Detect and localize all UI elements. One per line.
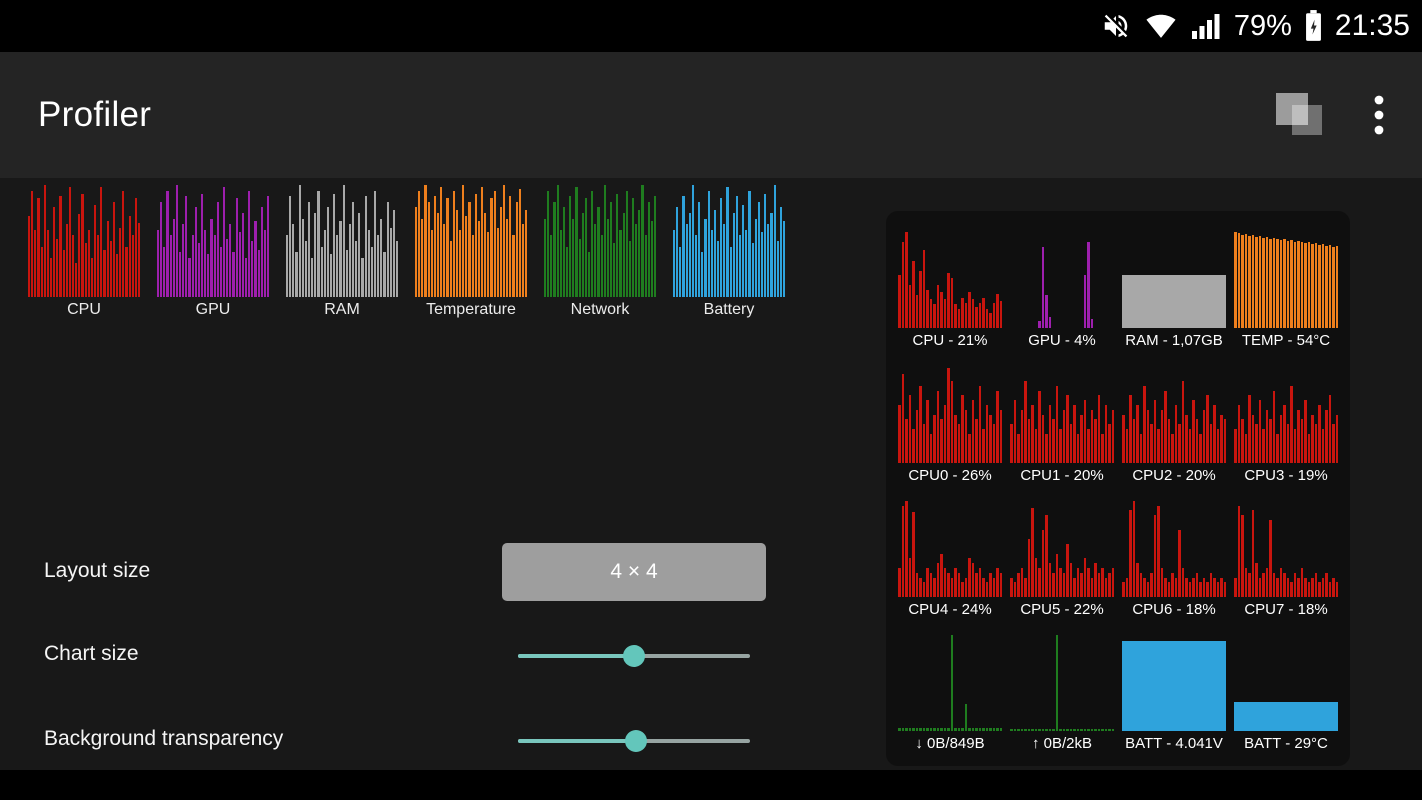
content: CPU GPU RAM Temperature Network Battery Layou… <box>0 178 1422 800</box>
chart-type-temperature[interactable]: Temperature <box>415 185 528 319</box>
preview-cell-chart <box>898 367 1002 463</box>
chart-type-battery[interactable]: Battery <box>673 185 786 319</box>
preview-cell: BATT - 4.041V <box>1122 628 1226 752</box>
battery-percent: 79% <box>1233 9 1292 42</box>
page-title: Profiler <box>38 95 152 134</box>
preview-cell-label: CPU4 - 24% <box>908 600 992 618</box>
chart-size-slider[interactable] <box>518 644 750 668</box>
preview-cell-label: RAM - 1,07GB <box>1125 332 1223 350</box>
background-transparency-label: Background transparency <box>44 727 284 750</box>
slider-thumb[interactable] <box>625 730 648 752</box>
preview-cell-chart <box>1122 500 1226 597</box>
battery-charging-icon <box>1305 10 1321 41</box>
preview-cell-chart <box>1234 635 1338 731</box>
chart-type-label: CPU <box>67 301 101 318</box>
preview-cell-label: CPU3 - 19% <box>1244 466 1328 484</box>
layout-size-label: Layout size <box>44 559 151 582</box>
layout-size-button[interactable]: 4 × 4 <box>502 543 766 601</box>
widget-preview-card: CPU - 21% GPU - 4% RAM - 1,07GB TEMP - 54°C… <box>886 211 1350 766</box>
preview-cell-chart <box>898 635 1002 731</box>
preview-cell-chart <box>1122 367 1226 463</box>
chart-type-thumbnail <box>415 185 528 297</box>
overlay-windows-button[interactable] <box>1270 89 1328 141</box>
preview-cell: GPU - 4% <box>1010 225 1114 349</box>
preview-cell-chart <box>1010 232 1114 329</box>
preview-cell: CPU1 - 20% <box>1010 359 1114 484</box>
chart-type-network[interactable]: Network <box>544 185 657 319</box>
chart-type-label: RAM <box>324 301 360 318</box>
preview-cell: CPU7 - 18% <box>1234 494 1338 618</box>
preview-cell: CPU5 - 22% <box>1010 494 1114 618</box>
preview-cell-label: CPU0 - 26% <box>908 466 992 484</box>
overlay-windows-icon <box>1276 93 1322 135</box>
chart-type-thumbnail <box>673 185 786 297</box>
preview-cell-label: CPU5 - 22% <box>1020 600 1104 618</box>
slider-track-active <box>518 654 634 658</box>
preview-cell-chart <box>1010 635 1114 731</box>
slider-thumb[interactable] <box>623 645 645 667</box>
preview-cell: CPU6 - 18% <box>1122 494 1226 618</box>
chart-type-thumbnail <box>157 185 270 297</box>
preview-cell-label: TEMP - 54°C <box>1241 332 1331 350</box>
preview-cell-label: BATT - 4.041V <box>1125 735 1223 752</box>
cell-signal-icon <box>1191 14 1220 39</box>
preview-cell-label: CPU6 - 18% <box>1132 600 1216 618</box>
preview-cell-label: ↑ 0B/2kB <box>1031 735 1093 752</box>
chart-type-label: Network <box>570 301 630 318</box>
preview-cell: BATT - 29°C <box>1234 628 1338 752</box>
app-bar: Profiler <box>0 52 1422 178</box>
preview-cell: CPU - 21% <box>898 225 1002 349</box>
chart-type-gpu[interactable]: GPU <box>157 185 270 319</box>
slider-track-active <box>518 739 637 743</box>
chart-type-thumbnail <box>286 185 399 297</box>
preview-cell-chart <box>1010 501 1114 597</box>
clock: 21:35 <box>1334 9 1410 42</box>
widget-preview-grid: CPU - 21% GPU - 4% RAM - 1,07GB TEMP - 54°C… <box>898 225 1338 752</box>
chart-type-list: CPU GPU RAM Temperature Network Battery <box>28 185 786 319</box>
preview-cell-label: CPU7 - 18% <box>1244 600 1328 618</box>
chart-type-thumbnail <box>544 185 657 297</box>
preview-cell-chart <box>1010 367 1114 463</box>
more-vert-icon <box>1374 95 1384 135</box>
chart-type-thumbnail <box>28 185 141 297</box>
preview-cell-chart <box>1234 501 1338 597</box>
chart-type-ram[interactable]: RAM <box>286 185 399 319</box>
preview-cell: TEMP - 54°C <box>1234 225 1338 349</box>
preview-cell-chart <box>898 500 1002 597</box>
status-bar: 79% 21:35 <box>0 0 1422 52</box>
chart-type-label: GPU <box>195 301 231 318</box>
preview-cell: CPU0 - 26% <box>898 359 1002 484</box>
preview-cell: CPU2 - 20% <box>1122 359 1226 484</box>
preview-cell-chart <box>1122 232 1226 329</box>
preview-cell-chart <box>1234 232 1338 329</box>
preview-cell-label: GPU - 4% <box>1028 332 1096 350</box>
background-transparency-slider[interactable] <box>518 729 750 753</box>
preview-cell-chart <box>1122 635 1226 731</box>
navigation-bar <box>0 770 1422 800</box>
overflow-menu-button[interactable] <box>1374 95 1384 135</box>
volume-muted-icon <box>1104 14 1128 38</box>
preview-cell-label: ↓ 0B/849B <box>915 735 985 752</box>
chart-type-label: Temperature <box>426 301 516 318</box>
preview-cell: ↓ 0B/849B <box>898 628 1002 752</box>
preview-cell-chart <box>898 232 1002 329</box>
preview-cell-label: CPU1 - 20% <box>1020 466 1104 484</box>
preview-cell: ↑ 0B/2kB <box>1010 628 1114 752</box>
preview-cell: RAM - 1,07GB <box>1122 225 1226 349</box>
preview-cell: CPU4 - 24% <box>898 494 1002 618</box>
preview-cell-label: CPU - 21% <box>912 332 988 350</box>
preview-cell: CPU3 - 19% <box>1234 359 1338 484</box>
chart-type-cpu[interactable]: CPU <box>28 185 141 319</box>
wifi-icon <box>1146 14 1176 38</box>
preview-cell-label: CPU2 - 20% <box>1132 466 1216 484</box>
preview-cell-label: BATT - 29°C <box>1244 735 1328 752</box>
chart-size-label: Chart size <box>44 642 139 665</box>
chart-type-label: Battery <box>703 301 755 318</box>
app-bar-actions <box>1270 89 1384 141</box>
preview-cell-chart <box>1234 367 1338 463</box>
